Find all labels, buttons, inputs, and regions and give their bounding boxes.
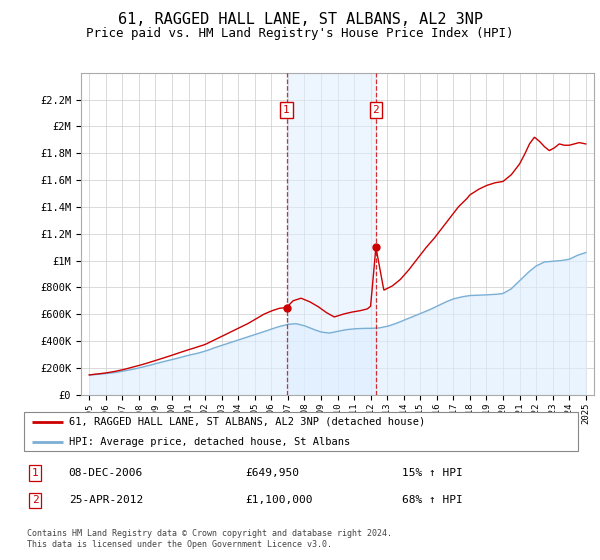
Text: 61, RAGGED HALL LANE, ST ALBANS, AL2 3NP: 61, RAGGED HALL LANE, ST ALBANS, AL2 3NP: [118, 12, 482, 27]
FancyBboxPatch shape: [24, 412, 578, 451]
Text: 61, RAGGED HALL LANE, ST ALBANS, AL2 3NP (detached house): 61, RAGGED HALL LANE, ST ALBANS, AL2 3NP…: [68, 417, 425, 427]
Text: 1: 1: [283, 105, 290, 115]
Text: HPI: Average price, detached house, St Albans: HPI: Average price, detached house, St A…: [68, 437, 350, 447]
Bar: [287, 73, 376, 395]
Text: 1: 1: [32, 468, 38, 478]
Text: 2: 2: [32, 495, 38, 505]
Text: £1,100,000: £1,100,000: [245, 495, 313, 505]
Text: 25-APR-2012: 25-APR-2012: [68, 495, 143, 505]
Text: 08-DEC-2006: 08-DEC-2006: [68, 468, 143, 478]
Text: 15% ↑ HPI: 15% ↑ HPI: [403, 468, 463, 478]
Text: £649,950: £649,950: [245, 468, 299, 478]
Text: 2: 2: [373, 105, 379, 115]
Text: Price paid vs. HM Land Registry's House Price Index (HPI): Price paid vs. HM Land Registry's House …: [86, 27, 514, 40]
Text: Contains HM Land Registry data © Crown copyright and database right 2024.
This d: Contains HM Land Registry data © Crown c…: [26, 529, 392, 549]
Text: 68% ↑ HPI: 68% ↑ HPI: [403, 495, 463, 505]
